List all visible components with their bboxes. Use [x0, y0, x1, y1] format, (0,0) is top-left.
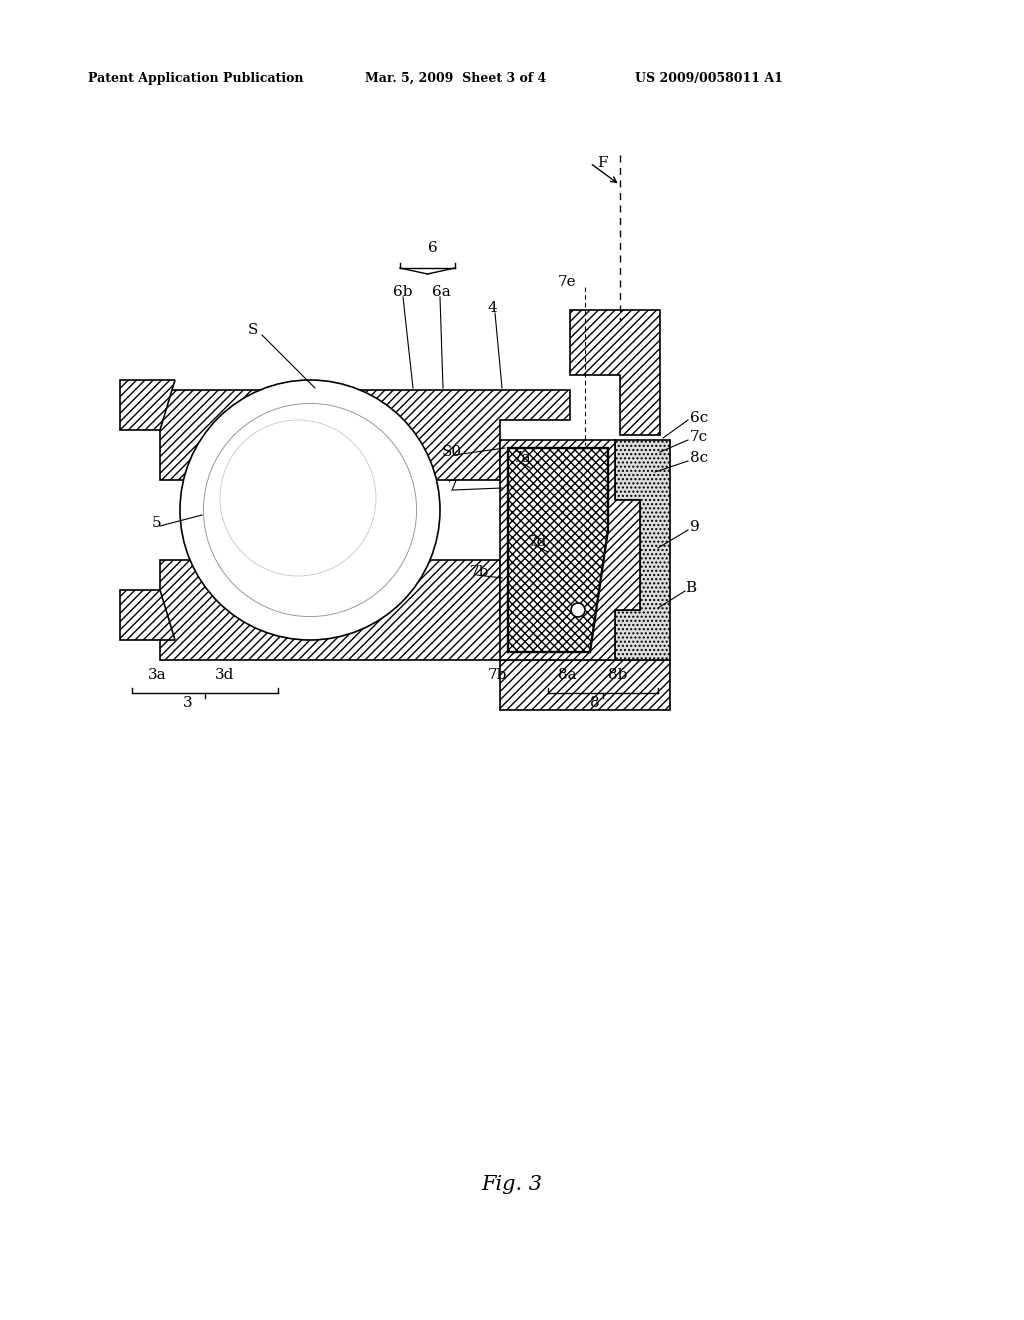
Text: 7c: 7c — [690, 430, 709, 444]
Polygon shape — [570, 310, 660, 436]
Text: 6a: 6a — [432, 285, 451, 300]
Text: 7b: 7b — [488, 668, 507, 682]
Polygon shape — [160, 389, 570, 480]
Text: 7a: 7a — [513, 451, 531, 465]
Polygon shape — [160, 560, 570, 660]
Text: 8: 8 — [590, 696, 600, 710]
Text: F: F — [597, 156, 607, 170]
Circle shape — [571, 603, 585, 616]
Text: 3d: 3d — [215, 668, 234, 682]
Polygon shape — [508, 447, 608, 652]
Text: 7e: 7e — [558, 275, 577, 289]
Text: 7d: 7d — [528, 535, 548, 549]
Text: US 2009/0058011 A1: US 2009/0058011 A1 — [635, 73, 783, 84]
Text: 3a: 3a — [148, 668, 167, 682]
Text: 8a: 8a — [558, 668, 577, 682]
Text: S: S — [248, 323, 258, 337]
Polygon shape — [120, 380, 175, 430]
Text: 3: 3 — [183, 696, 193, 710]
Text: 7: 7 — [449, 480, 458, 494]
Text: B: B — [685, 581, 696, 595]
Text: S0: S0 — [442, 445, 462, 459]
Text: 6b: 6b — [393, 285, 413, 300]
Text: Patent Application Publication: Patent Application Publication — [88, 73, 303, 84]
Text: 6c: 6c — [690, 411, 709, 425]
Text: 6: 6 — [428, 242, 437, 255]
Polygon shape — [615, 440, 670, 660]
Polygon shape — [120, 590, 175, 640]
Text: Mar. 5, 2009  Sheet 3 of 4: Mar. 5, 2009 Sheet 3 of 4 — [365, 73, 546, 84]
Text: 8b: 8b — [608, 668, 628, 682]
Text: 4: 4 — [487, 301, 497, 315]
Text: Fig. 3: Fig. 3 — [481, 1175, 543, 1195]
Text: 7b: 7b — [470, 565, 489, 579]
Polygon shape — [500, 660, 670, 710]
Text: 5: 5 — [152, 516, 162, 531]
Text: 8c: 8c — [690, 451, 709, 465]
Text: 9: 9 — [690, 520, 699, 535]
Polygon shape — [500, 440, 640, 660]
Circle shape — [180, 380, 440, 640]
